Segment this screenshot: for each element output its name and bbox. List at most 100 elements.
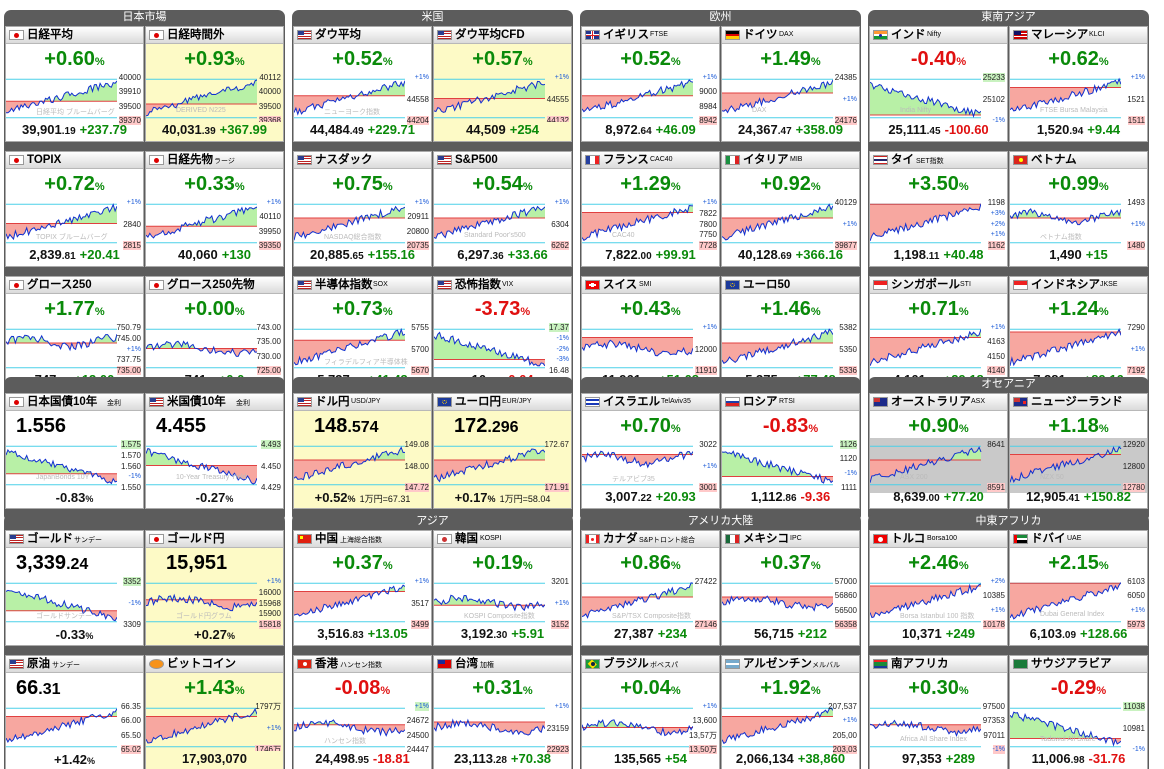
- tile-bovespa[interactable]: ブラジル ボベスパ +1% 13,600 13,57万 13,50万 +0.04% 135,5…: [581, 655, 720, 769]
- axis-label: +1%: [1130, 606, 1145, 614]
- tile-vix[interactable]: 恐怖指数VIX17.37-1%-2%-3%16.48-3.73%16.52-0.…: [433, 276, 572, 392]
- price-value: 39,901: [21, 122, 62, 137]
- price-chart: 743.00 735.00 730.00 725.00: [146, 321, 283, 376]
- axis-label: 7822: [699, 208, 717, 218]
- tile-ust10[interactable]: 米国債10年 金利 4.493 4.450 4.429 10-Year Treasury …: [145, 393, 284, 509]
- area-down: [6, 716, 117, 742]
- price-footer: 40,031.39 +367.99: [146, 122, 283, 140]
- tile-ipc[interactable]: メキシコ IPC 57000 56860 56500 56358 +0.37% 56,715 +…: [721, 530, 860, 646]
- price-chart: 24385 +1% 24176 DAX: [722, 71, 859, 126]
- tile-kospi[interactable]: 韓国 KOSPI 3201 +1% 3152 KOSPI Composite指数 +0.19…: [433, 530, 572, 646]
- tile-nikkei-fut[interactable]: 日経先物 ラージ +1% 40110 39950 39350 +0.33% 40,060 +13…: [145, 151, 284, 267]
- tile-jkse[interactable]: インドネシアJKSE7290+1%7192+1.24%7,281.18+89.1…: [1009, 276, 1148, 392]
- tile-gold[interactable]: ゴールド サンデー 3352 -1% 3309 ゴールドサンデー 3,339.24 -0.33…: [5, 530, 144, 646]
- tile-ftse[interactable]: イギリス FTSE +1% 9000 8984 8942 +0.52% 8,972.64 +46…: [581, 26, 720, 142]
- axis-label: 8641: [987, 440, 1005, 449]
- current-value: 148.574: [314, 414, 379, 440]
- tile-cac40[interactable]: フランス CAC40 +1% 7822 7800 7750 7728 CAC40 +1.29% 7…: [581, 151, 720, 267]
- tile-btc[interactable]: ビットコイン 1797万 +1% 1746万 +1.43% 17,903,070: [145, 655, 284, 769]
- chart-watermark: TOPIX ブルームバーグ: [36, 234, 108, 241]
- tile-growth250[interactable]: グロース250 750.79 745.00 +1% 737.75 735.00 +1.77%…: [5, 276, 144, 392]
- tile-header: スイス SMI: [582, 277, 719, 294]
- tile-usdjpy[interactable]: ドル円 USD/JPY 149.08 148.00 147.72 148.574 +0.52…: [293, 393, 432, 509]
- change-percent: +0.86%: [582, 551, 719, 578]
- pct-value: +0.57: [472, 48, 523, 70]
- price-value: 8,639: [893, 489, 926, 504]
- tile-jgb10[interactable]: 日本国債10年 金利 1.575 1.570 1.560 -1% 1.550 JapanBon…: [5, 393, 144, 509]
- axis-label: 10385: [982, 591, 1005, 601]
- pct-value: -3.73: [474, 298, 521, 320]
- tile-nz[interactable]: ニュージーランド 12920 12800 12780 NZX 50 +1.18% 12,90…: [1009, 393, 1148, 509]
- tile-dow[interactable]: ダウ平均 +1% 44558 44204 ニューヨーク指数 +0.52% 44,484.49…: [293, 26, 432, 142]
- pct-unit: %: [956, 56, 967, 68]
- tile-nasdaq[interactable]: ナスダック +1% 20911 20800 20735 NASDAQ総合指数 +0.75% 2…: [293, 151, 432, 267]
- tile-dfm[interactable]: ドバイ UAE 6103 6050 +1% 5973 Dubai General Index…: [1009, 530, 1148, 646]
- area-up: [722, 708, 833, 717]
- tile-tasi[interactable]: サウジアラビア 11038 10981 -1% Tadawul All Share -0.…: [1009, 655, 1148, 769]
- tile-nikkei-night[interactable]: 日経時間外 40112 40000 39500 39368 DERIVED N225 +0.…: [145, 26, 284, 142]
- axis-label: 66.35: [120, 702, 141, 711]
- us-flag-icon: [149, 397, 164, 407]
- tile-goldjpy[interactable]: ゴールド円 +1% 16000 15968 15900 15818 ゴールド円グラム 15,9…: [145, 530, 284, 646]
- chart-svg: [434, 78, 545, 119]
- tile-sse[interactable]: 中国 上海総合指数 +1% 3517 3499 +0.37% 3,516.83 +13.05: [293, 530, 432, 646]
- group-sea: 東南アジア インド Nifty 25233 25102 -1% India Nifty -0.…: [868, 10, 1149, 402]
- tile-vn[interactable]: ベトナム 1493 +1% 1480 ベトナム指数 +0.99% 1,490 +15: [1009, 151, 1148, 267]
- pct-value: +1.46: [760, 298, 811, 320]
- tile-tsx[interactable]: カナダ S&Pトロント総合 27422 27146 S&P/TSX Composite指…: [581, 530, 720, 646]
- axis-label: +1%: [266, 578, 281, 585]
- tile-za[interactable]: 南アフリカ 97500 97353 97011 -1% Africa All Share …: [869, 655, 1008, 769]
- axis-label: 3152: [551, 620, 569, 629]
- price-change: +254: [509, 122, 540, 137]
- tile-nifty[interactable]: インド Nifty 25233 25102 -1% India Nifty -0.40% 25…: [869, 26, 1008, 142]
- axis-label: 1.570: [120, 450, 141, 460]
- axis-label: 39500: [258, 101, 281, 111]
- tile-sti[interactable]: シンガポールSTI+1%416341504140+0.71%4,161.44+2…: [869, 276, 1008, 392]
- group-title: [292, 377, 573, 392]
- tile-name: ダウ平均CFD: [455, 29, 525, 41]
- tile-klci[interactable]: マレーシア KLCI +1% 1521 1511 FTSE Bursa Malaysia +…: [1009, 26, 1148, 142]
- tile-dax[interactable]: ドイツ DAX 24385 +1% 24176 DAX +1.49% 24,367.47 +35…: [721, 26, 860, 142]
- axis-label: 3499: [411, 620, 429, 629]
- tile-sp500[interactable]: S&P500 +1% 6304 6262 Standard Poor's500 +0.54…: [433, 151, 572, 267]
- price-line: [6, 80, 117, 114]
- axis-label: +1%: [1130, 345, 1145, 353]
- price-value: 1,490: [1049, 247, 1082, 262]
- price-line: [582, 582, 693, 619]
- tile-header: ダウ平均CFD: [434, 27, 571, 44]
- axis-label: 6304: [551, 219, 569, 229]
- pct-unit: %: [810, 56, 821, 68]
- tile-eurjpy[interactable]: ユーロ円 EUR/JPY 172.67 171.91 172.296 +0.17% 1万円=…: [433, 393, 572, 509]
- axis-label: -1%: [992, 117, 1005, 124]
- price-decimal: .83: [349, 630, 364, 641]
- tile-hsi[interactable]: 香港 ハンセン指数 +1% 24672 24500 24447 ハンセン指数 -0.08% 24…: [293, 655, 432, 769]
- tile-topix[interactable]: TOPIX +1% 2840 2815 TOPIX ブルームバーグ +0.72% 2,839…: [5, 151, 144, 267]
- tile-set[interactable]: タイ SET指数 1198 +3% +2% +1% 1162 +3.50% 1,198.11 +4…: [869, 151, 1008, 267]
- tile-ta35[interactable]: イスラエル TelAviv35 3022 +1% 3001 テルアビブ35 +0.70% 3,…: [581, 393, 720, 509]
- price-chart: 7290 +1% 7192: [1010, 321, 1147, 376]
- tile-nikkei[interactable]: 日経平均 40000 39910 39500 39370 日経平均 ブルームバーグ +0.6…: [5, 26, 144, 142]
- axis-label: 4140: [987, 366, 1005, 375]
- axis-label: 65.50: [120, 730, 141, 740]
- pct-value: +2.46: [908, 552, 959, 574]
- tile-bist[interactable]: トルコ Borsa100 +2% 10385 +1% 10178 Borsa Istanbu…: [869, 530, 1008, 646]
- price-chart: +1% 40110 39950 39350: [146, 196, 283, 251]
- tile-growth250-fut[interactable]: グロース250先物743.00735.00730.00725.00+0.00%7…: [145, 276, 284, 392]
- axis-label: 7800: [699, 219, 717, 229]
- tile-merval[interactable]: アルゼンチン メルバル 207,537 +1% 205,00 203,03 +1.92% 2,…: [721, 655, 860, 769]
- area-up: [434, 595, 545, 606]
- tile-twse[interactable]: 台湾 加権 +1% 23159 22923 +0.31% 23,113.28 +70.38: [433, 655, 572, 769]
- tile-asx[interactable]: オーストラリア ASX 8641 8591 ASX 200 +0.90% 8,639.00 +…: [869, 393, 1008, 509]
- tile-mib[interactable]: イタリア MIB 40129 +1% 39877 +0.92% 40,128.69 +366.…: [721, 151, 860, 267]
- current-value: 66.31: [16, 676, 61, 702]
- tile-sox[interactable]: 半導体指数SOX575557005670フィラデルフィア半導体株+0.73%5,…: [293, 276, 432, 392]
- tile-rtsi[interactable]: ロシア RTSI 1126 1120 -1% 1111 -0.83% 1,112.86 -9.3…: [721, 393, 860, 509]
- axis-label: +1%: [990, 606, 1005, 614]
- tile-oil[interactable]: 原油 サンデー 66.35 66.00 65.50 65.02 66.31 +1.42%: [5, 655, 144, 769]
- nz-flag-icon: [1013, 397, 1028, 407]
- price-line: [582, 204, 693, 241]
- tile-dow-cfd[interactable]: ダウ平均CFD +1% 44555 44132 +0.57% 44,509 +254: [433, 26, 572, 142]
